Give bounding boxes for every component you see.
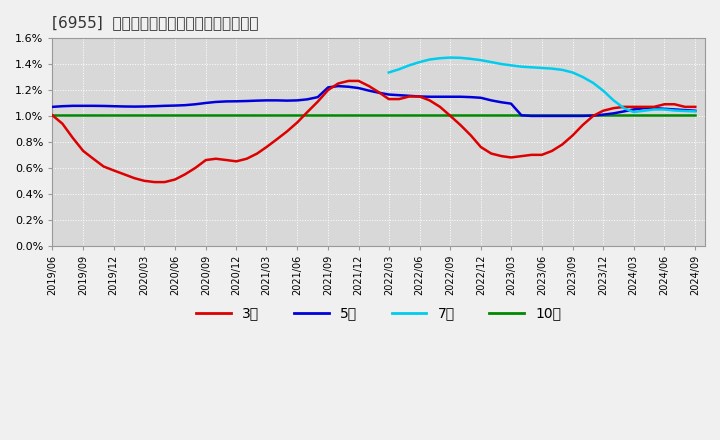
Legend: 3年, 5年, 7年, 10年: 3年, 5年, 7年, 10年 — [191, 301, 567, 326]
Text: [6955]  経常利益マージンの標準偏差の推移: [6955] 経常利益マージンの標準偏差の推移 — [53, 15, 259, 30]
